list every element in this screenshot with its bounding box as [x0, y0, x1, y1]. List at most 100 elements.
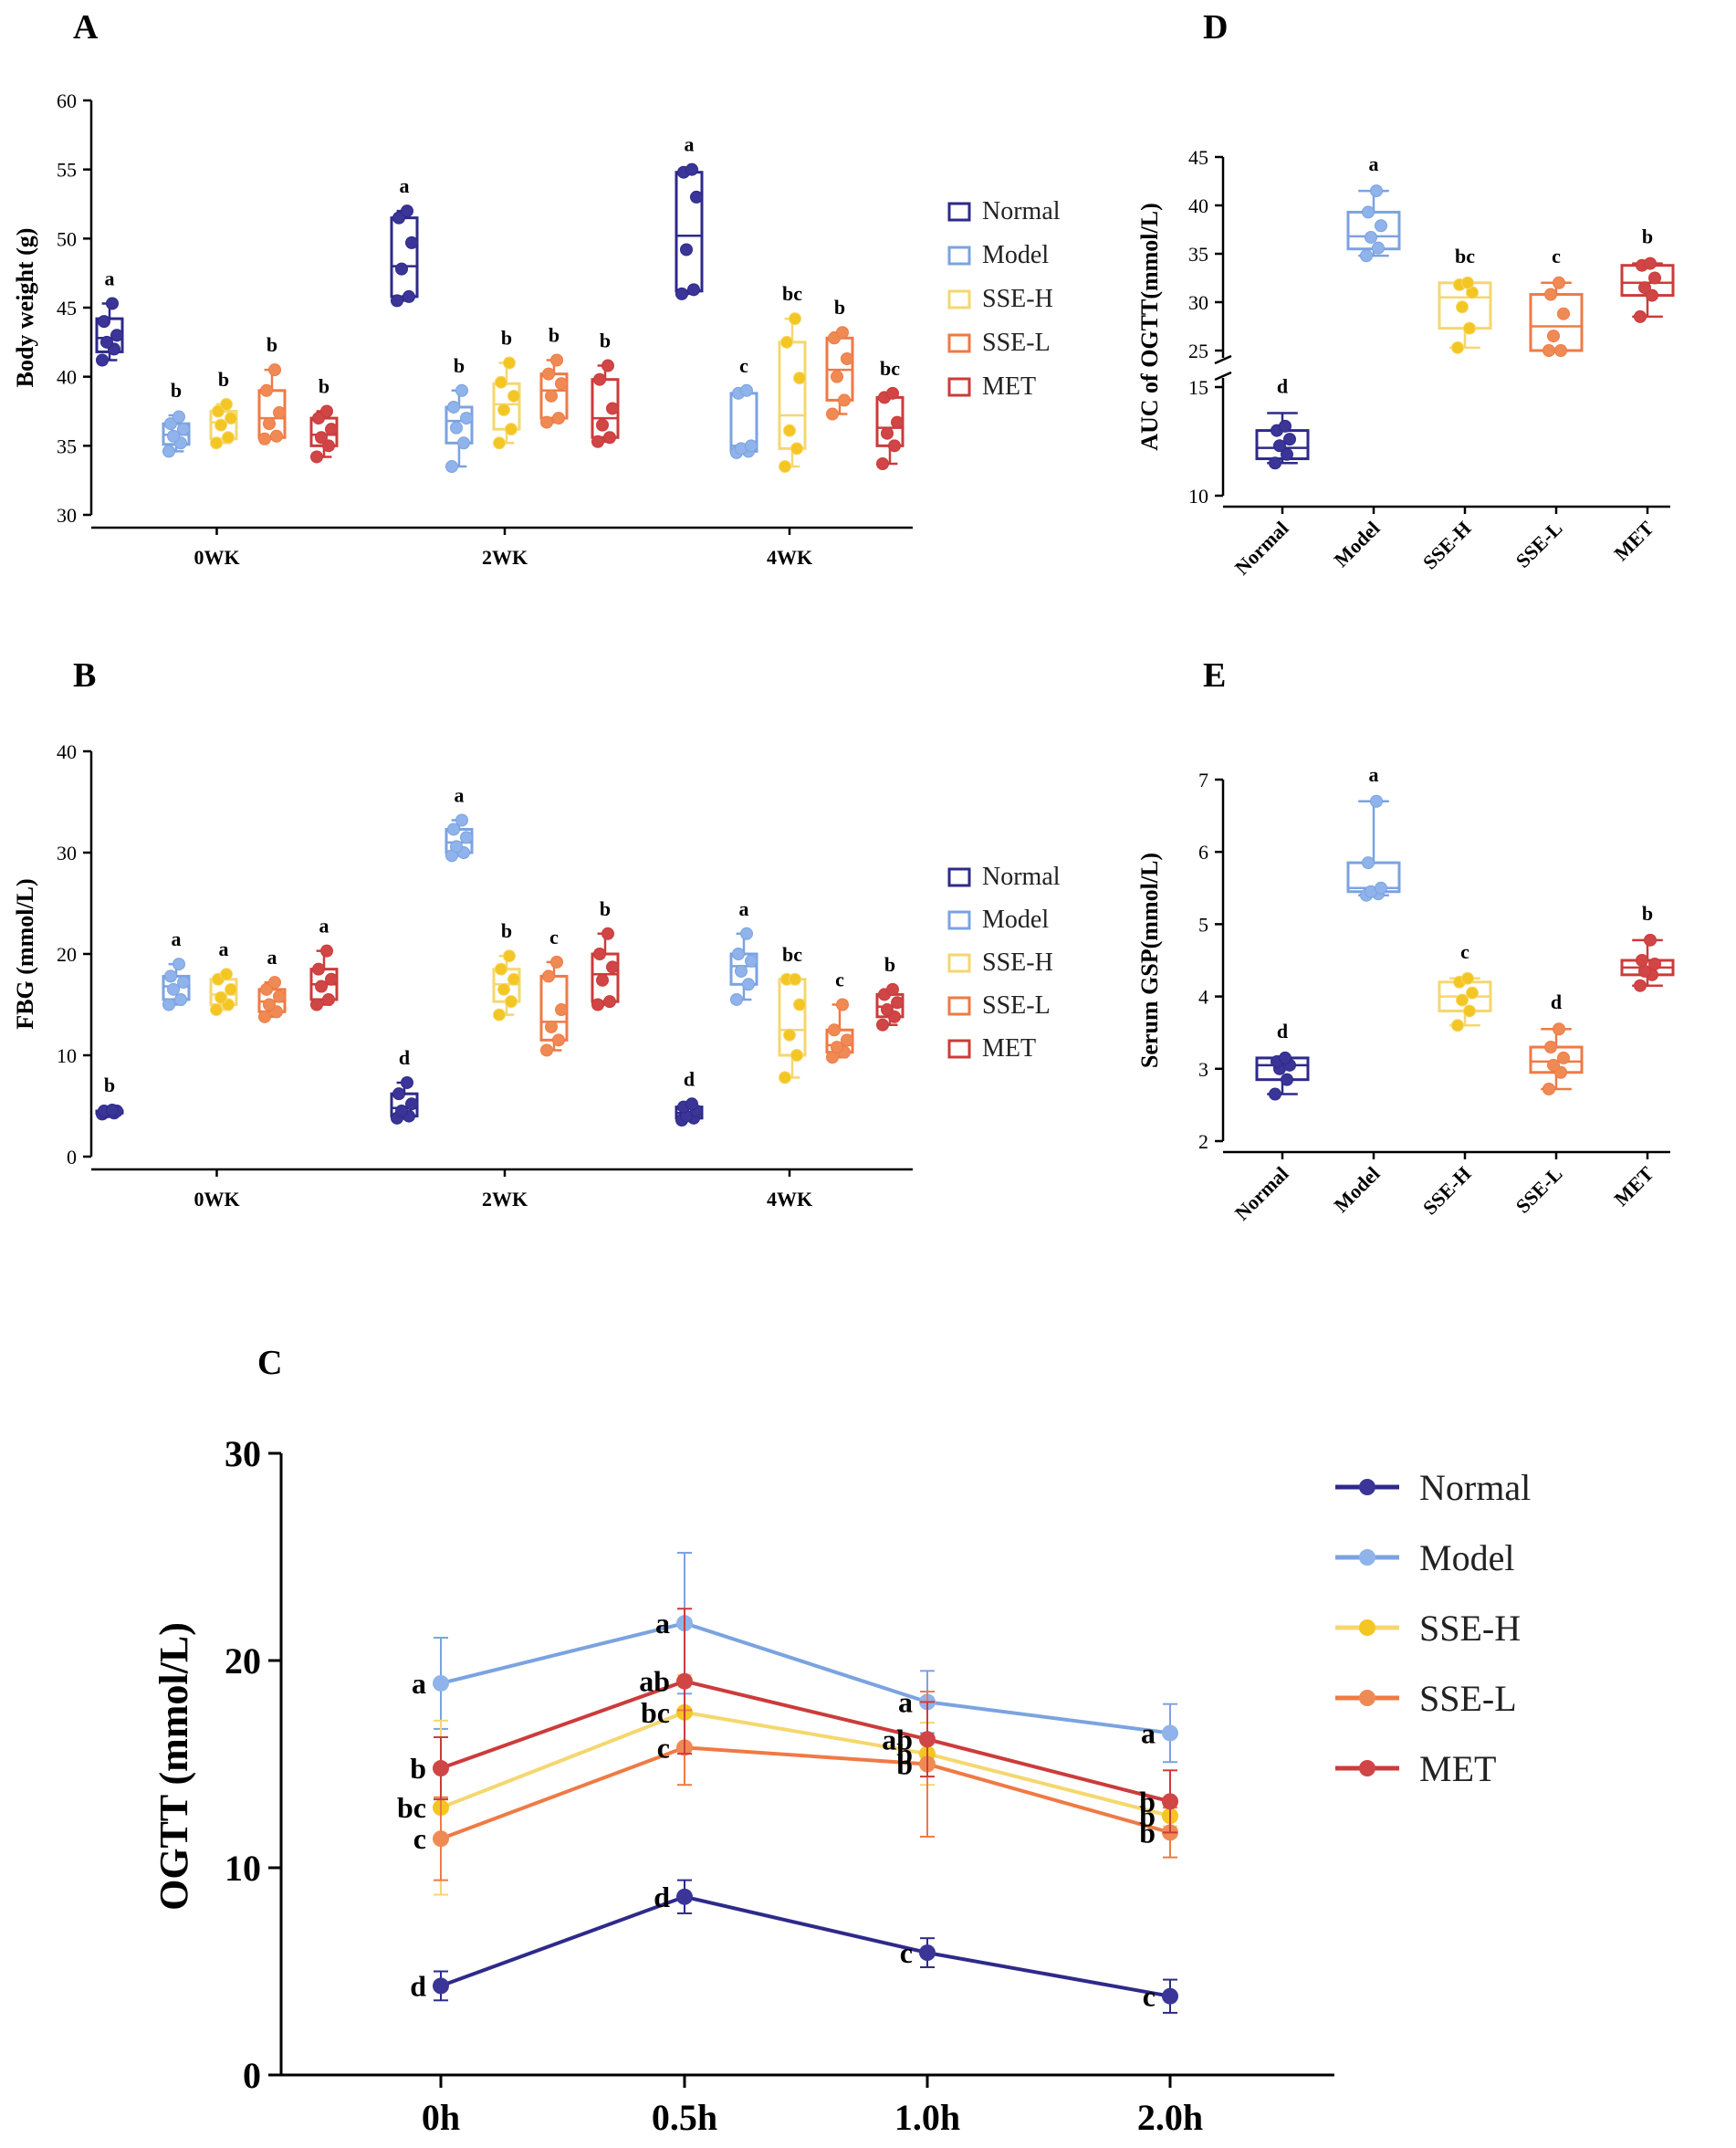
panel-b-box-sse-l-point [263, 998, 276, 1011]
panel-c-model-data-point [1162, 1724, 1178, 1742]
panel-a-legend-swatch [947, 289, 971, 309]
panel-b-box-normal-point [685, 1097, 698, 1111]
panel-c-met-series-line [440, 1679, 1171, 1804]
panel-c-significance-letter: b [1139, 1799, 1156, 1832]
panel-c-significance-letter: a [898, 1685, 913, 1718]
panel-e-y-axis-title: Serum GSP(mmol/L) [1136, 853, 1163, 1068]
panel-a-box-met-point [315, 431, 328, 445]
panel-a-box-model-point [457, 436, 470, 450]
panel-e-y-tick-label: 4 [1198, 986, 1208, 1009]
panel-e-significance-letter: b [1642, 902, 1653, 925]
panel-b-box-sse-l-point [836, 998, 849, 1011]
panel-a-y-tick-label: 55 [57, 159, 77, 182]
panel-c-legend-label: Normal [1419, 1467, 1531, 1508]
panel-c-y-tick-label: 10 [225, 1848, 261, 1889]
panel-c-legend-marker [1359, 1549, 1375, 1566]
panel-a-box-sse-l-point [838, 393, 851, 407]
panel-a-x-category-label: 4WK [767, 546, 812, 569]
panel-d-significance-letter: bc [1455, 245, 1475, 267]
panel-a-legend-label: SSE-L [982, 329, 1051, 357]
panel-b-box-model-point [742, 978, 755, 991]
panel-d-box-model-point [1375, 219, 1387, 233]
panel-a-significance-letter: a [105, 267, 115, 289]
panel-a-box-sse-l-point [555, 377, 568, 391]
panel-a-box-sse-l-point [550, 353, 563, 367]
panel-c-legend-marker [1359, 1760, 1375, 1776]
panel-b-box-sse-h-point [779, 1071, 791, 1084]
panel-b-box-sse-l-point [273, 990, 286, 1003]
panel-c-normal-series-line [440, 1894, 1171, 1998]
panel-a-box-sse-h-point [212, 404, 225, 418]
panel-d-box-normal-point [1269, 456, 1281, 470]
panel-b-box-normal-point [392, 1087, 405, 1101]
panel-d-x-category-label: SSE-H [1418, 517, 1476, 574]
panel-a-significance-letter: b [834, 296, 845, 319]
panel-c-sse-h-series-line [440, 1710, 1171, 1818]
panel-d-box-model-box [1346, 210, 1401, 251]
panel-b-box-sse-h-point [493, 1008, 506, 1022]
panel-a-box-normal-point [391, 294, 403, 308]
panel-e-box-sse-h-point [1456, 993, 1469, 1007]
panel-a-box-sse-h-point [225, 412, 237, 425]
panel-c-y-axis-title: OGTT (mmol/L) [152, 1622, 196, 1911]
panel-d-box-met-point [1646, 288, 1658, 302]
panel-b-y-tick-label: 10 [57, 1044, 77, 1067]
panel-a-box-sse-h-point [783, 424, 796, 437]
panel-e-y-tick-label: 3 [1198, 1058, 1208, 1081]
panel-c-significance-letter: c [900, 1936, 913, 1969]
panel-e-box-model-point [1370, 794, 1383, 808]
panel-a-significance-letter: b [267, 333, 277, 356]
panel-c-y-tick-label: 0 [243, 2055, 261, 2096]
panel-label-c: C [257, 1344, 282, 1382]
panel-e-box-sse-l-point [1557, 1051, 1570, 1064]
panel-b-significance-letter: a [172, 927, 182, 950]
panel-a-box-sse-h-point [497, 403, 510, 416]
panel-b-legend-swatch [947, 867, 971, 887]
panel-b-x-category-label: 2WK [482, 1188, 528, 1210]
panel-a-box-met-point [591, 435, 604, 448]
panel-a-box-normal-point [680, 243, 693, 257]
panel-c-significance-letter: bc [397, 1791, 426, 1824]
panel-c-significance-letter: bc [641, 1696, 670, 1729]
panel-a-box-met-point [320, 404, 333, 418]
panel-d-box-sse-h-point [1451, 341, 1464, 354]
panel-a-box-model-point [162, 445, 175, 458]
panel-d-box-model-point [1365, 230, 1377, 244]
panel-a-significance-letter: b [501, 327, 512, 350]
panel-d-box-normal-point [1281, 447, 1293, 461]
panel-c-significance-letter: b [1139, 1785, 1156, 1818]
panel-a-legend-swatch [947, 377, 971, 397]
panel-d-box-met-point [1648, 271, 1661, 285]
panel-d-box-sse-l-point [1547, 330, 1560, 343]
panel-e-y-tick-label: 5 [1198, 913, 1208, 936]
panel-a-box-met-point [886, 386, 899, 400]
panel-b-box-met-point [603, 995, 616, 1009]
panel-a-box-model-point [173, 410, 185, 424]
panel-a-legend-label: SSE-H [982, 285, 1053, 313]
panel-a-legend-swatch [947, 333, 971, 353]
panel-a-box-normal-point [405, 236, 418, 249]
panel-b-box-model-point [167, 982, 180, 996]
panel-b-box-model-point [162, 998, 175, 1011]
panel-d-box-sse-l-box [1529, 293, 1584, 352]
panel-b-box-model-point [735, 964, 748, 978]
panel-a-box-met-point [876, 457, 889, 471]
panel-b-significance-letter: d [684, 1067, 695, 1090]
panel-b-box-sse-l-point [258, 1010, 271, 1023]
panel-c-x-tick-label: 0.5h [652, 2097, 717, 2138]
panel-a-legend-label: MET [982, 372, 1036, 401]
panel-e-box-sse-h-point [1461, 971, 1474, 985]
panel-b-significance-letter: a [267, 946, 277, 969]
panel-a-x-category-label: 2WK [482, 546, 528, 569]
panel-b-significance-letter: b [501, 919, 512, 942]
panel-a-box-sse-l-point [260, 383, 273, 397]
panel-a-box-model-point [450, 421, 463, 435]
panel-a-box-met-point [322, 439, 335, 453]
panel-b-box-met-point [891, 996, 904, 1010]
panel-b-box-sse-h-point [793, 998, 806, 1011]
panel-c-significance-letter: c [657, 1731, 670, 1764]
panel-a-box-met-point [888, 439, 901, 453]
panel-d-box-sse-l-point [1557, 307, 1570, 320]
panel-a-box-sse-l-point [826, 407, 839, 421]
panel-c-met-data-point [433, 1760, 449, 1777]
